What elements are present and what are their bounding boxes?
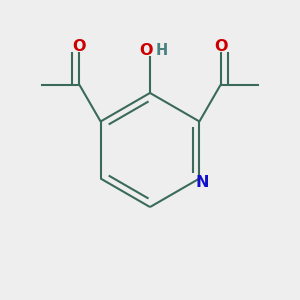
Text: O: O <box>214 39 227 54</box>
Text: N: N <box>196 176 209 190</box>
Text: O: O <box>139 43 152 58</box>
Text: O: O <box>73 39 86 54</box>
Text: H: H <box>156 43 168 58</box>
